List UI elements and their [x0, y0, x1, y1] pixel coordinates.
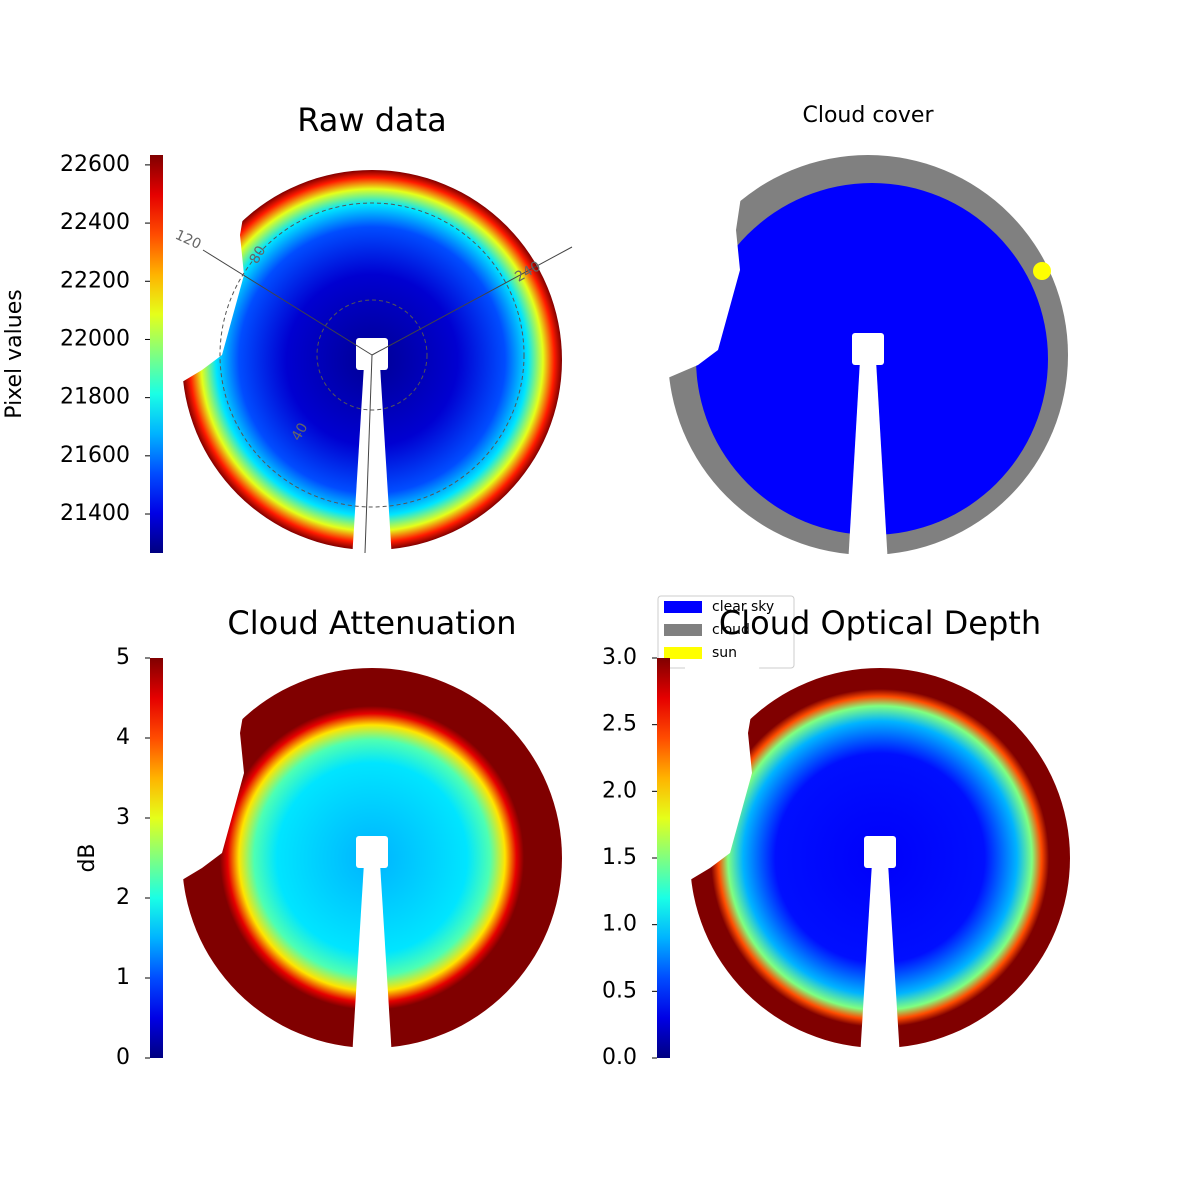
obstruction [352, 365, 392, 560]
panel-title: Cloud Attenuation [227, 604, 516, 642]
mask [663, 150, 748, 380]
polar-circle [219, 202, 525, 508]
panel-title: Cloud Optical Depth [719, 604, 1041, 642]
obstruction [848, 360, 888, 565]
colorbar-tick-label: 1 [116, 965, 130, 990]
legend-label: sun [712, 645, 737, 661]
mask [685, 663, 760, 883]
colorbar-tick-label: 22400 [60, 210, 130, 235]
colorbar-tick-label: 3.0 [602, 645, 637, 670]
colorbar-tick-label: 2 [116, 885, 130, 910]
obstruction [352, 863, 392, 1058]
colorbar-tick-label: 22200 [60, 268, 130, 293]
obstruction [860, 863, 900, 1058]
obstruction [864, 836, 896, 868]
colorbar-tick-label: 22000 [60, 326, 130, 351]
colorbar-tick-label: 2.0 [602, 778, 637, 803]
polar-circle [316, 299, 428, 411]
legend: clear sky cloud sun [657, 595, 795, 669]
colorbar-tick-label: 21600 [60, 443, 130, 468]
obstruction [356, 836, 388, 868]
legend-label: clear sky [712, 599, 774, 615]
colorbar-tick-label: 21800 [60, 385, 130, 410]
sky-image [177, 165, 562, 560]
colorbar-tick-label: 1.5 [602, 845, 637, 870]
mask [177, 165, 252, 385]
polar-spoke [202, 249, 373, 356]
polar-spoke [371, 246, 573, 356]
colorbar-tick-label: 0.5 [602, 978, 637, 1003]
legend-swatch [664, 624, 702, 636]
colorbar-label: Pixel values [2, 289, 27, 418]
obstruction [356, 338, 388, 370]
colorbar-tick-label: 5 [116, 645, 130, 670]
colorbar-tick-label: 1.0 [602, 912, 637, 937]
sun-marker [1033, 262, 1051, 280]
colorbar-tick-label: 4 [116, 725, 130, 750]
colorbar-tick-label: 2.5 [602, 712, 637, 737]
colorbar [150, 658, 163, 1058]
colorbar-tick-label: 3 [116, 805, 130, 830]
colorbar-tick-label: 22600 [60, 152, 130, 177]
colorbar-label: dB [75, 843, 100, 872]
panel-title: Cloud cover [803, 103, 935, 128]
colorbar-tick-label: 21400 [60, 501, 130, 526]
colorbar [657, 658, 670, 1058]
legend-swatch [664, 647, 702, 659]
colorbar-tick-label: 0 [116, 1045, 130, 1070]
obstruction [852, 333, 884, 365]
sky-image [663, 150, 1068, 565]
sky-image [685, 663, 1070, 1058]
legend-swatch [664, 601, 702, 613]
panel-title: Raw data [297, 101, 447, 139]
colorbar-tick-label: 0.0 [602, 1045, 637, 1070]
polar-label: 80 [247, 243, 270, 266]
colorbar [150, 155, 163, 553]
polar-label: 40 [289, 420, 312, 443]
mask [177, 663, 252, 883]
legend-label: cloud [712, 622, 750, 638]
polar-spoke [364, 354, 373, 554]
sky-image [177, 663, 562, 1058]
